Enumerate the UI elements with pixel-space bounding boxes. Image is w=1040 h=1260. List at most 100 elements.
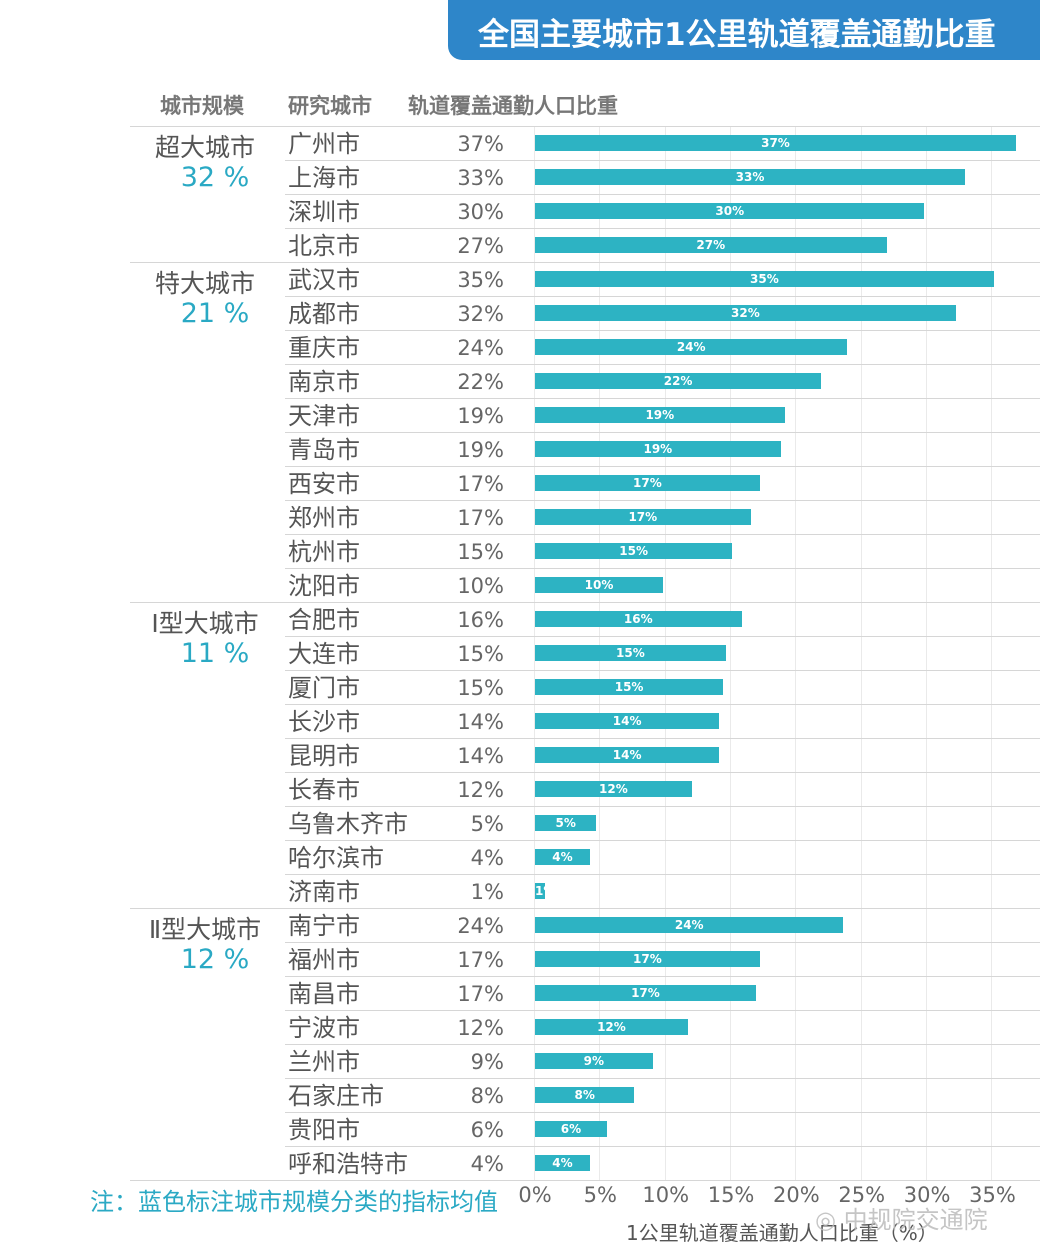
city-value: 4% [470, 1152, 504, 1176]
city-value: 12% [457, 1016, 504, 1040]
city-value: 16% [457, 608, 504, 632]
bar: 17% [535, 951, 760, 967]
title-banner: 全国主要城市1公里轨道覆盖通勤比重 [448, 0, 1040, 60]
bar-label: 6% [560, 1122, 582, 1136]
row-divider [285, 874, 1040, 875]
city-name: 贵阳市 [288, 1116, 360, 1144]
group-average: 21 % [180, 298, 250, 329]
city-value: 24% [457, 336, 504, 360]
bar: 15% [535, 679, 724, 695]
bar-label: 16% [623, 612, 653, 626]
bar-label: 19% [645, 408, 675, 422]
city-name: 南宁市 [288, 912, 360, 940]
bar-label: 10% [584, 578, 614, 592]
bar-label: 37% [761, 136, 790, 150]
city-name: 西安市 [288, 470, 360, 498]
x-tick-label: 20% [773, 1183, 820, 1207]
city-name: 哈尔滨市 [288, 844, 384, 872]
city-value: 32% [457, 302, 504, 326]
group-divider [130, 602, 1040, 603]
city-value: 33% [457, 166, 504, 190]
group-label: 特大城市 [154, 269, 255, 298]
row-divider [285, 806, 1040, 807]
bar: 24% [535, 339, 848, 355]
city-name: 青岛市 [288, 436, 360, 464]
bar-label: 4% [552, 1156, 573, 1170]
watermark: ◎ 中规院交通院 [815, 1206, 988, 1234]
bar: 6% [535, 1121, 607, 1137]
bar: 37% [535, 135, 1016, 151]
city-name: 济南市 [288, 878, 360, 906]
city-value: 14% [457, 744, 504, 768]
bar: 19% [535, 407, 785, 423]
city-name: 天津市 [288, 402, 360, 430]
bar-label: 5% [555, 816, 576, 830]
row-divider [285, 568, 1040, 569]
x-tick-label: 5% [583, 1183, 618, 1207]
group-label: 超大城市 [154, 133, 255, 162]
city-name: 重庆市 [288, 334, 360, 362]
group-divider [130, 1180, 1040, 1181]
bar: 14% [535, 713, 720, 729]
gridline [991, 126, 992, 1180]
x-tick-label: 10% [642, 1183, 690, 1207]
row-divider [285, 364, 1040, 365]
bar: 22% [535, 373, 822, 389]
city-value: 37% [457, 132, 504, 156]
bar-label: 12% [597, 1020, 626, 1034]
x-tick-label: 0% [518, 1183, 552, 1207]
city-value: 4% [470, 846, 504, 870]
row-divider [285, 942, 1040, 943]
city-value: 35% [457, 268, 504, 292]
row-divider [285, 296, 1040, 297]
city-value: 17% [457, 506, 504, 530]
bar-label: 33% [735, 170, 765, 184]
header-city: 研究城市 [288, 94, 372, 118]
group-average: 12 % [180, 944, 250, 975]
city-value: 15% [457, 676, 504, 700]
bar: 17% [535, 509, 751, 525]
city-value: 19% [457, 404, 504, 428]
bar-label: 15% [619, 544, 649, 558]
bar-label: 15% [614, 680, 644, 694]
bar: 27% [535, 237, 887, 253]
bar: 19% [535, 441, 781, 457]
bar: 1% [535, 883, 546, 899]
group-divider [130, 262, 1040, 263]
city-name: 深圳市 [288, 198, 360, 226]
x-axis-label: 1公里轨道覆盖通勤人口比重（%） [626, 1221, 938, 1245]
row-divider [285, 228, 1040, 229]
row-divider [285, 466, 1040, 467]
bar-label: 22% [663, 374, 693, 388]
row-divider [285, 330, 1040, 331]
group-divider [130, 908, 1040, 909]
bar-label: 19% [643, 442, 673, 456]
bar-label: 32% [731, 306, 760, 320]
x-tick-label: 25% [838, 1183, 886, 1207]
row-divider [285, 398, 1040, 399]
bar: 30% [535, 203, 925, 219]
city-value: 17% [457, 472, 504, 496]
group-average: 32 % [180, 162, 250, 193]
city-name: 南昌市 [288, 980, 360, 1008]
bar: 8% [535, 1087, 635, 1103]
bar-label: 17% [631, 986, 660, 1000]
header-ratio: 轨道覆盖通勤人口比重 [408, 94, 618, 118]
gridline [861, 126, 862, 1180]
bar: 9% [535, 1053, 653, 1069]
bar-label: 1% [535, 884, 545, 898]
bar-label: 17% [633, 952, 662, 966]
row-divider [285, 704, 1040, 705]
bar-label: 17% [628, 510, 658, 524]
bar-label: 24% [674, 918, 704, 932]
city-name: 成都市 [288, 300, 360, 328]
city-value: 8% [470, 1084, 504, 1108]
bar: 24% [535, 917, 844, 933]
city-value: 19% [457, 438, 504, 462]
city-name: 福州市 [288, 946, 360, 974]
bar: 14% [535, 747, 720, 763]
city-value: 22% [457, 370, 504, 394]
city-value: 9% [470, 1050, 504, 1074]
gridline [730, 126, 731, 1180]
bar-label: 35% [750, 272, 779, 286]
